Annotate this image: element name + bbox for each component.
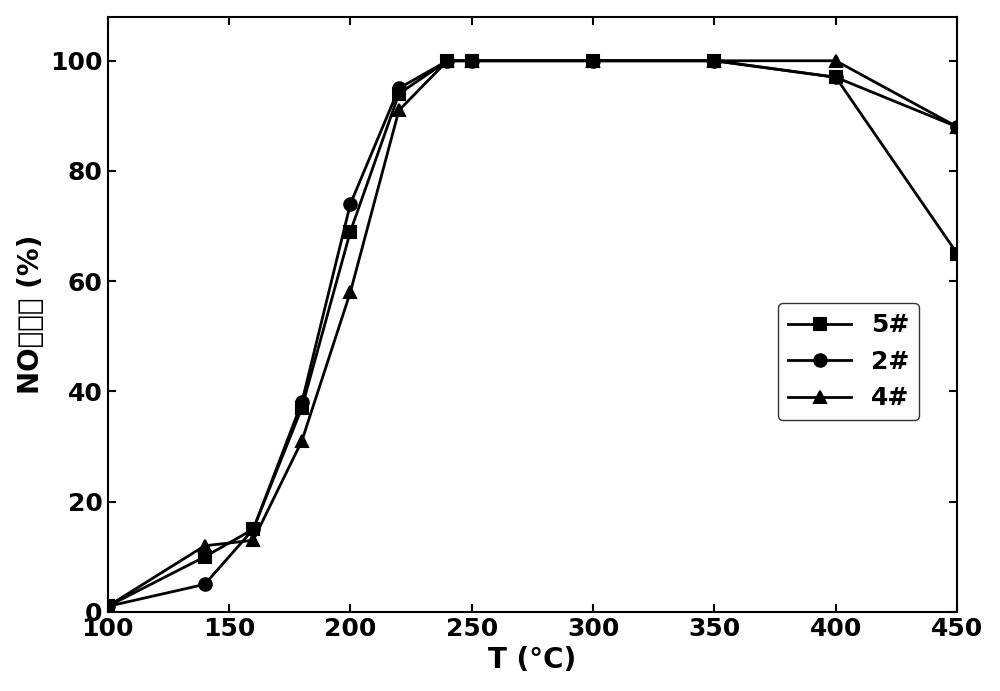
5# <box>296 404 308 412</box>
5# <box>199 553 211 561</box>
2# <box>830 73 842 82</box>
5# <box>466 57 478 65</box>
5# <box>247 525 259 533</box>
4# <box>247 536 259 545</box>
2# <box>708 57 720 65</box>
5# <box>102 603 114 611</box>
4# <box>587 57 599 65</box>
4# <box>708 57 720 65</box>
5# <box>441 57 453 65</box>
2# <box>296 398 308 406</box>
X-axis label: T (°C): T (°C) <box>488 646 577 674</box>
Legend: 5#, 2#, 4#: 5#, 2#, 4# <box>778 303 919 420</box>
4# <box>466 57 478 65</box>
4# <box>393 106 405 115</box>
5# <box>587 57 599 65</box>
5# <box>344 227 356 236</box>
4# <box>344 288 356 296</box>
4# <box>441 57 453 65</box>
Y-axis label: NO转化率 (%): NO转化率 (%) <box>17 235 45 394</box>
5# <box>951 249 963 258</box>
2# <box>951 123 963 131</box>
Line: 4#: 4# <box>101 55 963 613</box>
2# <box>344 200 356 208</box>
4# <box>296 437 308 445</box>
4# <box>951 123 963 131</box>
2# <box>199 580 211 589</box>
Line: 5#: 5# <box>101 55 963 613</box>
5# <box>393 90 405 98</box>
5# <box>708 57 720 65</box>
4# <box>199 542 211 550</box>
Line: 2#: 2# <box>101 55 963 613</box>
2# <box>102 603 114 611</box>
2# <box>441 57 453 65</box>
5# <box>830 73 842 82</box>
2# <box>587 57 599 65</box>
2# <box>247 525 259 533</box>
4# <box>102 603 114 611</box>
4# <box>830 57 842 65</box>
2# <box>393 84 405 93</box>
2# <box>466 57 478 65</box>
